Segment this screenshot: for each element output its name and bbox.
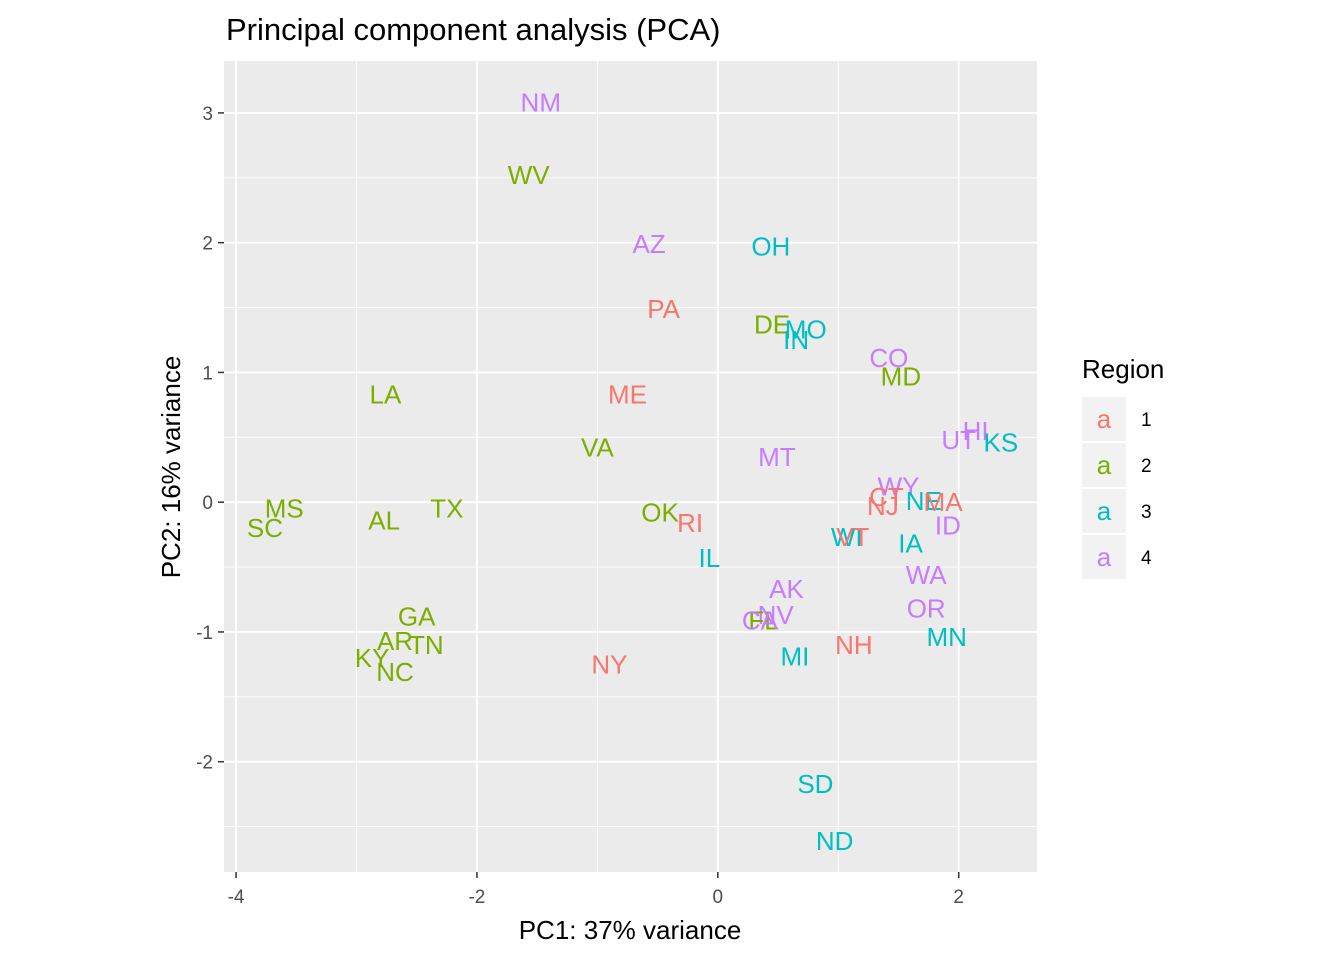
point-label-ri: RI	[677, 508, 703, 538]
point-label-co: CO	[869, 343, 908, 373]
x-tick-label: 0	[713, 887, 724, 908]
point-label-hi: HI	[963, 416, 989, 446]
point-label-mn: MN	[926, 622, 966, 652]
point-label-ct: CT	[869, 482, 904, 512]
point-label-wi: WI	[831, 522, 863, 552]
y-axis-title: PC2: 16% variance	[156, 356, 186, 579]
point-label-tn: TN	[409, 630, 444, 660]
point-label-mi: MI	[780, 642, 809, 672]
point-label-wv: WV	[508, 160, 551, 190]
point-label-ar: AR	[377, 626, 413, 656]
point-label-fl: FL	[748, 605, 778, 635]
legend-key-box	[1082, 443, 1126, 487]
point-label-ma: MA	[924, 487, 964, 517]
legend-label-2: 2	[1141, 456, 1152, 477]
point-label-in: IN	[783, 325, 809, 355]
x-tick-label: -4	[228, 887, 245, 908]
legend-label-1: 1	[1141, 410, 1152, 431]
major-gridlines	[224, 61, 1037, 872]
point-label-va: VA	[581, 433, 614, 463]
point-label-sc: SC	[247, 513, 283, 543]
point-label-ga: GA	[398, 601, 436, 631]
point-label-de: DE	[754, 309, 790, 339]
legend-key-box	[1082, 397, 1126, 441]
point-label-nj: NJ	[867, 491, 899, 521]
point-label-al: AL	[368, 505, 400, 535]
point-label-nc: NC	[376, 657, 414, 687]
legend-key-glyph: a	[1097, 542, 1112, 572]
point-label-wa: WA	[906, 560, 948, 590]
point-label-ky: KY	[355, 643, 390, 673]
minor-gridlines	[224, 61, 1037, 872]
y-tick-label: -1	[196, 623, 213, 644]
point-label-nm: NM	[521, 88, 561, 118]
point-label-nh: NH	[835, 630, 873, 660]
legend-label-3: 3	[1141, 502, 1152, 523]
point-label-nv: NV	[758, 600, 795, 630]
y-tick-label: 3	[202, 104, 213, 125]
plot-panel	[224, 61, 1037, 872]
x-axis-ticks: -4 -2 0 2	[228, 872, 964, 908]
point-label-nd: ND	[816, 826, 854, 856]
point-label-ms: MS	[265, 494, 304, 524]
point-label-ks: KS	[984, 427, 1019, 457]
legend-title: Region	[1082, 354, 1164, 384]
y-tick-label: 0	[202, 493, 213, 514]
legend: Region a 1 a 2 a 3 a 4	[1082, 354, 1164, 579]
point-label-il: IL	[699, 543, 721, 573]
legend-key-glyph: a	[1097, 496, 1112, 526]
point-label-la: LA	[369, 379, 401, 409]
point-label-md: MD	[881, 361, 921, 391]
y-tick-label: 2	[202, 234, 213, 255]
legend-key-glyph: a	[1097, 450, 1112, 480]
point-label-tx: TX	[430, 494, 463, 524]
point-label-pa: PA	[647, 294, 680, 324]
x-axis-title: PC1: 37% variance	[519, 915, 742, 945]
point-label-vt: VT	[836, 522, 869, 552]
point-label-mo: MO	[785, 315, 827, 345]
legend-key-box	[1082, 489, 1126, 533]
point-label-me: ME	[608, 379, 647, 409]
point-label-ak: AK	[769, 574, 804, 604]
point-label-mt: MT	[758, 442, 796, 472]
chart-title: Principal component analysis (PCA)	[226, 12, 721, 47]
point-label-ny: NY	[591, 649, 627, 679]
point-label-oh: OH	[751, 232, 790, 262]
point-label-az: AZ	[633, 229, 666, 259]
point-label-wy: WY	[878, 472, 920, 502]
y-tick-label: 1	[202, 363, 213, 384]
point-label-sd: SD	[797, 769, 833, 799]
point-label-ok: OK	[641, 498, 679, 528]
y-axis-ticks: -2 -1 0 1 2 3	[196, 104, 224, 774]
legend-key-box	[1082, 535, 1126, 579]
point-label-ca: CA	[742, 605, 779, 635]
point-label-ut: UT	[941, 425, 976, 455]
point-label-ne: NE	[906, 486, 942, 516]
x-tick-label: 2	[953, 887, 964, 908]
legend-key-glyph: a	[1097, 404, 1112, 434]
y-tick-label: -2	[196, 753, 213, 774]
point-label-ia: IA	[898, 529, 923, 559]
point-label-id: ID	[935, 511, 961, 541]
x-tick-label: -2	[468, 887, 485, 908]
point-label-or: OR	[907, 594, 946, 624]
legend-label-4: 4	[1141, 548, 1152, 569]
